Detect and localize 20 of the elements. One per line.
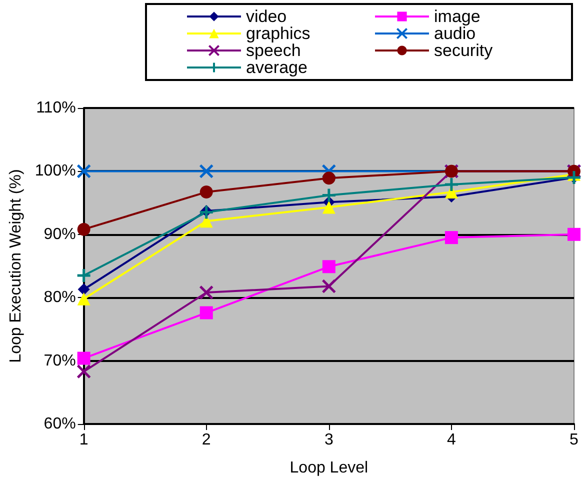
- legend-label: speech: [246, 41, 301, 60]
- y-tick-label: 60%: [44, 416, 76, 432]
- legend-label: image: [434, 7, 480, 26]
- x-tick-label: 4: [447, 432, 456, 448]
- legend-label: security: [434, 41, 494, 60]
- y-tick-label: 110%: [36, 100, 76, 116]
- y-tick-label: 80%: [44, 289, 76, 306]
- y-tick-label: 100%: [34, 162, 76, 180]
- x-tick-label: 3: [324, 432, 334, 448]
- legend-label: audio: [434, 24, 476, 43]
- y-axis-title: Loop Execution Weight (%): [8, 169, 24, 363]
- legend-label: graphics: [246, 24, 310, 43]
- y-tick-label: 90%: [44, 226, 76, 243]
- x-tick-label: 2: [202, 432, 211, 448]
- x-tick-label: 1: [79, 432, 88, 448]
- x-axis-title: Loop Level: [290, 460, 368, 476]
- legend-label: video: [246, 7, 287, 26]
- y-tick-label: 70%: [44, 352, 76, 370]
- legend-label: average: [246, 58, 308, 77]
- x-tick-label: 5: [570, 432, 579, 448]
